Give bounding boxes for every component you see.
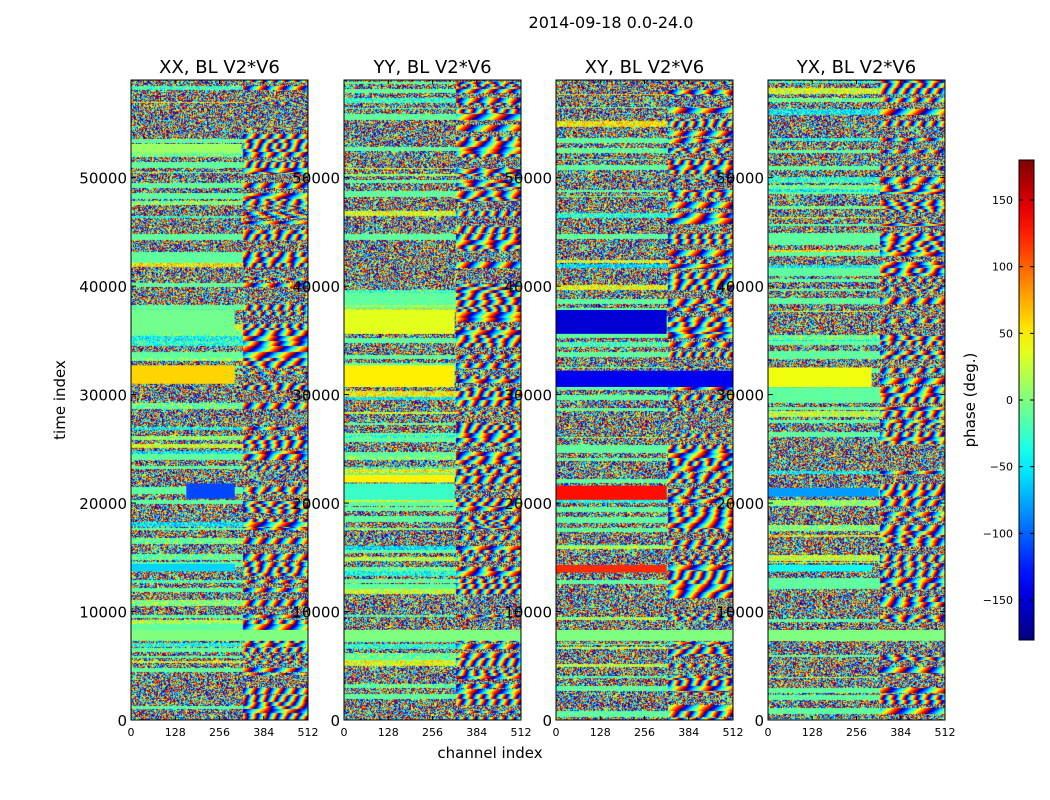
x-tick-label: 512 bbox=[935, 726, 956, 739]
phase-band bbox=[344, 474, 455, 483]
y-tick-label: 50000 bbox=[79, 170, 127, 188]
phase-band bbox=[556, 485, 667, 500]
x-tick-label: 128 bbox=[165, 726, 186, 739]
colorbar: −150 −100 −50 0 50 100 150 bbox=[983, 159, 1035, 641]
colorbar-label: phase (deg.) bbox=[961, 353, 979, 448]
y-tick-label: 30000 bbox=[79, 387, 127, 405]
panel-4: YX, BL V2*V6 0 128 256 384 512 0 10000 20000 3000… bbox=[716, 57, 955, 739]
colorbar-tick-label: −150 bbox=[983, 594, 1013, 607]
x-tick-label: 128 bbox=[590, 726, 611, 739]
panel-title: YX, BL V2*V6 bbox=[796, 57, 916, 78]
y-tick-label: 0 bbox=[117, 712, 127, 730]
y-tick-label: 40000 bbox=[504, 278, 552, 296]
phase-band bbox=[768, 629, 945, 641]
x-axis-label: channel index bbox=[437, 744, 542, 762]
y-tick-label: 0 bbox=[330, 712, 340, 730]
x-tick-label: 0 bbox=[553, 726, 560, 739]
y-tick-label: 50000 bbox=[292, 170, 340, 188]
y-tick-label: 10000 bbox=[292, 604, 340, 622]
x-tick-label: 128 bbox=[378, 726, 399, 739]
phase-band bbox=[344, 365, 455, 387]
x-tick-label: 0 bbox=[765, 726, 772, 739]
colorbar-tick-label: 50 bbox=[999, 327, 1013, 340]
colorbar-tick-label: 0 bbox=[1006, 394, 1013, 407]
x-tick-label: 512 bbox=[298, 726, 319, 739]
colorbar-tick-label: −50 bbox=[990, 461, 1013, 474]
phase-band bbox=[768, 564, 872, 572]
phase-band bbox=[131, 144, 242, 153]
phase-band bbox=[131, 365, 235, 384]
phase-band bbox=[344, 629, 521, 641]
phase-band bbox=[131, 563, 235, 572]
phase-band bbox=[556, 629, 733, 641]
y-tick-label: 30000 bbox=[504, 387, 552, 405]
phase-texture bbox=[556, 80, 733, 720]
y-tick-label: 50000 bbox=[716, 170, 764, 188]
phase-band bbox=[344, 309, 455, 334]
phase-texture bbox=[768, 80, 945, 720]
phase-texture bbox=[344, 80, 521, 720]
phase-band bbox=[131, 309, 235, 334]
panel-1: XX, BL V2*V6 0 128 256 384 512 0 10000 20000 3000… bbox=[79, 57, 318, 739]
x-tick-label: 384 bbox=[678, 726, 699, 739]
phase-texture bbox=[131, 80, 308, 720]
y-tick-label: 20000 bbox=[504, 495, 552, 513]
x-tick-label: 256 bbox=[846, 726, 867, 739]
y-tick-label: 50000 bbox=[504, 170, 552, 188]
panel-title: YY, BL V2*V6 bbox=[372, 57, 491, 78]
colorbar-tick-label: 150 bbox=[992, 194, 1013, 207]
x-tick-label: 128 bbox=[802, 726, 823, 739]
phase-band bbox=[131, 629, 308, 641]
x-tick-label: 512 bbox=[511, 726, 532, 739]
x-tick-label: 0 bbox=[341, 726, 348, 739]
y-tick-label: 10000 bbox=[504, 604, 552, 622]
x-tick-label: 384 bbox=[253, 726, 274, 739]
y-axis-label: time index bbox=[51, 360, 69, 440]
panel-title: XX, BL V2*V6 bbox=[159, 57, 280, 78]
phase-band bbox=[768, 487, 879, 497]
colorbar-tick-label: 100 bbox=[992, 261, 1013, 274]
y-tick-label: 20000 bbox=[79, 495, 127, 513]
y-tick-label: 10000 bbox=[716, 604, 764, 622]
x-tick-label: 384 bbox=[890, 726, 911, 739]
y-tick-label: 0 bbox=[542, 712, 552, 730]
y-tick-label: 20000 bbox=[716, 495, 764, 513]
x-tick-label: 256 bbox=[422, 726, 443, 739]
figure-title: 2014-09-18 0.0-24.0 bbox=[529, 13, 694, 32]
phase-band bbox=[768, 367, 872, 387]
x-tick-label: 256 bbox=[634, 726, 655, 739]
phase-band bbox=[344, 483, 455, 500]
y-tick-label: 40000 bbox=[716, 278, 764, 296]
phase-band bbox=[556, 370, 733, 387]
panel-title: XY, BL V2*V6 bbox=[585, 57, 704, 78]
phase-band bbox=[556, 309, 667, 334]
phase-band bbox=[556, 564, 667, 573]
y-tick-label: 40000 bbox=[79, 278, 127, 296]
panel-3: XY, BL V2*V6 0 128 256 384 512 0 10000 20000 3000… bbox=[504, 57, 743, 739]
y-tick-label: 30000 bbox=[292, 387, 340, 405]
colorbar-tick-label: −100 bbox=[983, 527, 1013, 540]
x-tick-label: 384 bbox=[466, 726, 487, 739]
x-tick-label: 0 bbox=[128, 726, 135, 739]
y-tick-label: 20000 bbox=[292, 495, 340, 513]
y-tick-label: 30000 bbox=[716, 387, 764, 405]
phase-band bbox=[186, 483, 235, 499]
y-tick-label: 40000 bbox=[292, 278, 340, 296]
panels-layer: XX, BL V2*V6 0 128 256 384 512 0 10000 20000 3000… bbox=[79, 57, 955, 739]
x-tick-label: 512 bbox=[723, 726, 744, 739]
y-tick-label: 0 bbox=[754, 712, 764, 730]
y-tick-label: 10000 bbox=[79, 604, 127, 622]
panel-2: YY, BL V2*V6 0 128 256 384 512 0 10000 20000 3000… bbox=[292, 57, 531, 739]
x-tick-label: 256 bbox=[209, 726, 230, 739]
